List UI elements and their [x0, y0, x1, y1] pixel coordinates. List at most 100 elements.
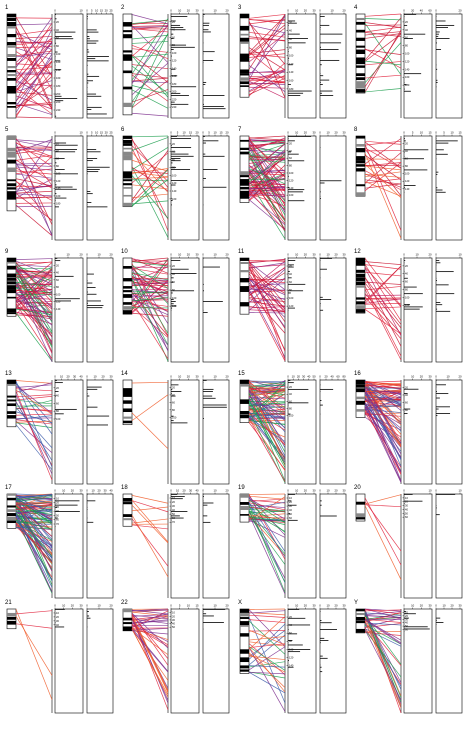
link-line — [364, 627, 402, 685]
link-line — [248, 417, 286, 420]
panel-label: 1 — [5, 5, 9, 11]
link-line — [248, 671, 286, 679]
histogram-bar — [87, 386, 102, 388]
ideogram-band — [356, 301, 365, 305]
count-tick-label: 20 — [450, 604, 454, 608]
count-tick-label: 10 — [79, 9, 83, 13]
ideogram-band — [7, 136, 16, 140]
position-tick-label: 40 — [56, 271, 59, 275]
histogram-bar — [436, 271, 454, 273]
position-tick-label: 40 — [405, 621, 408, 625]
link-line — [248, 144, 286, 206]
histogram-bar — [436, 622, 444, 623]
link-line — [364, 32, 402, 38]
link-line — [15, 32, 53, 51]
count-tick-label: 15 — [219, 131, 223, 135]
histogram-bar — [288, 90, 312, 92]
link-line — [364, 398, 402, 422]
link-line — [15, 389, 53, 415]
histogram-bar — [404, 628, 430, 630]
ideogram-band — [7, 58, 16, 61]
histogram-bar — [436, 397, 440, 399]
ideogram-band — [240, 613, 249, 617]
position-tick-label: 80 — [289, 45, 292, 49]
link-line — [15, 507, 53, 515]
histogram-bar — [404, 151, 405, 153]
count-tick-label: 0 — [287, 9, 289, 13]
link-line — [15, 493, 53, 497]
link-line — [15, 180, 53, 222]
link-line — [248, 62, 286, 97]
histogram-frame — [54, 135, 84, 241]
histogram-bar — [288, 609, 300, 610]
link-line — [15, 278, 53, 289]
link-line — [15, 149, 53, 225]
link-line — [248, 139, 286, 142]
ideogram-band — [356, 29, 365, 33]
panel-14: 14 0 10 20 30 20 40 60 80 100 0 10 20 — [121, 371, 230, 485]
link-line — [364, 296, 402, 340]
histogram-frame — [403, 608, 433, 714]
histogram-bar — [55, 506, 58, 508]
ideogram-band — [356, 281, 365, 286]
link-line — [364, 26, 402, 33]
histogram-bar — [87, 160, 93, 162]
link-line — [248, 149, 286, 154]
panel-10: 1001020302040608010012001020 — [121, 249, 230, 363]
histogram-bar — [203, 106, 224, 107]
ideogram-band — [123, 416, 132, 419]
histogram-bar — [288, 264, 294, 266]
ideogram-band — [123, 622, 132, 625]
link-line — [248, 418, 286, 482]
position-tick-label: 10 — [56, 611, 59, 615]
count-tick-label: 40 — [195, 489, 199, 493]
panel-4: 4020406020406080100120140160180020 — [354, 5, 463, 119]
histogram-bar — [320, 657, 328, 659]
count-tick-label: 20 — [458, 375, 462, 379]
link-line — [15, 512, 53, 557]
count-tick-label: 10 — [326, 131, 330, 135]
position-tick-label: 40 — [172, 508, 175, 512]
position-tick-label: 100 — [405, 52, 410, 56]
histogram-bar — [288, 500, 292, 502]
histogram-bar — [55, 162, 57, 164]
link-line — [364, 612, 402, 616]
link-line — [364, 386, 402, 405]
count-tick-label: 10 — [79, 131, 83, 135]
count-tick-label: 10 — [213, 375, 217, 379]
histogram-bar — [203, 521, 211, 523]
link-line — [364, 29, 402, 93]
link-line — [364, 48, 402, 69]
ideogram-band — [123, 408, 132, 412]
link-line — [248, 77, 286, 95]
link-line — [248, 389, 286, 395]
histogram-bar — [203, 29, 209, 31]
link-line — [364, 148, 402, 197]
histogram-bar — [203, 290, 205, 292]
position-tick-label: 140 — [172, 66, 177, 70]
link-line — [15, 204, 53, 236]
link-line — [15, 496, 53, 503]
link-line — [248, 20, 286, 98]
histogram-bar — [288, 617, 306, 619]
ideogram-band — [7, 22, 16, 27]
link-line — [131, 622, 169, 643]
link-line — [131, 412, 169, 450]
ideogram-band — [240, 69, 249, 74]
position-tick-label: 80 — [56, 409, 59, 413]
position-tick-label: 50 — [56, 513, 59, 517]
link-line — [131, 81, 169, 84]
histogram-bar — [171, 204, 172, 206]
histogram-bar — [288, 629, 289, 630]
position-tick-label: 20 — [56, 141, 59, 145]
histogram-bar — [55, 149, 78, 151]
histogram-bar — [87, 42, 97, 44]
link-line — [248, 174, 286, 191]
link-line — [248, 268, 286, 304]
ideogram-band — [123, 498, 132, 502]
histogram-bar — [203, 155, 225, 157]
link-line — [15, 609, 53, 700]
ideogram-band — [240, 657, 249, 663]
count-tick-label: 20 — [105, 131, 109, 135]
count-tick-label: 10 — [66, 253, 70, 257]
